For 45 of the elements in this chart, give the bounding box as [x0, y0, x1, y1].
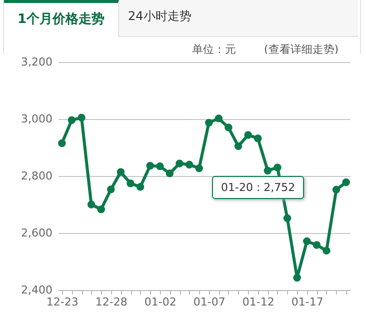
y-tick-label: 3,200 [21, 56, 52, 68]
x-tick-label: 01-17 [291, 296, 324, 308]
x-tick-label: 12-28 [95, 296, 128, 308]
point [234, 142, 242, 150]
point [58, 139, 66, 148]
point [146, 162, 154, 170]
point [107, 186, 115, 194]
annotation: 01-20 : 2,752 [212, 176, 304, 199]
y-tick-label: 3,000 [21, 112, 52, 126]
point [126, 180, 134, 188]
point [322, 246, 330, 255]
point [303, 237, 311, 246]
text: 24小时走势 [128, 8, 192, 25]
point [342, 178, 350, 186]
point [195, 164, 203, 172]
point [205, 118, 213, 127]
x-tick-label: 01-02 [144, 296, 176, 308]
point [87, 200, 96, 208]
point [264, 166, 272, 174]
y-tick-label: 2,400 [21, 284, 52, 296]
point [97, 205, 105, 214]
text: 单位：元 [192, 42, 236, 57]
point [136, 182, 144, 191]
point [224, 124, 232, 132]
point [185, 160, 194, 168]
y-tick-label: 2,800 [21, 170, 52, 182]
point [78, 114, 86, 122]
point [293, 274, 301, 282]
point [254, 134, 262, 142]
point [312, 241, 321, 249]
point [68, 116, 76, 124]
point [176, 160, 184, 168]
point [274, 164, 282, 172]
x-tick-label: 01-12 [242, 296, 274, 308]
point [332, 186, 340, 194]
point [244, 131, 252, 139]
y-tick-label: 2,600 [21, 226, 52, 240]
point [283, 214, 292, 222]
x-tick-label: 12-23 [46, 296, 78, 308]
chart-title: 1个月价格走势 [4, 0, 119, 37]
x-tick-label: 01-07 [193, 296, 226, 308]
point [156, 162, 164, 170]
point [166, 170, 174, 178]
point [116, 168, 125, 176]
point [214, 114, 223, 122]
